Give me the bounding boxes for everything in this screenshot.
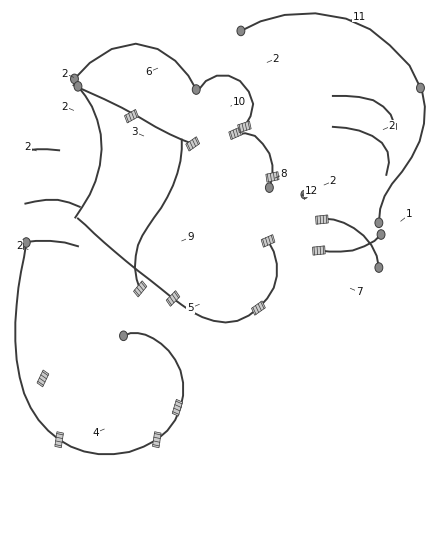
Bar [329, 178, 336, 184]
Circle shape [74, 82, 82, 91]
Bar [61, 103, 68, 110]
FancyBboxPatch shape [55, 432, 64, 448]
Text: 2: 2 [389, 121, 396, 131]
Bar [61, 70, 68, 77]
Text: 5: 5 [187, 303, 194, 313]
FancyBboxPatch shape [238, 121, 251, 133]
Bar [272, 55, 279, 62]
Text: 2: 2 [272, 54, 279, 63]
Text: 2: 2 [16, 241, 23, 251]
Text: 2: 2 [61, 69, 68, 78]
Circle shape [375, 263, 383, 272]
FancyBboxPatch shape [266, 172, 279, 182]
FancyBboxPatch shape [166, 290, 180, 306]
Text: 12: 12 [304, 186, 318, 196]
Text: 1: 1 [406, 209, 413, 219]
FancyBboxPatch shape [261, 235, 275, 247]
Text: 9: 9 [187, 232, 194, 242]
Circle shape [377, 230, 385, 239]
Circle shape [22, 238, 30, 247]
FancyBboxPatch shape [186, 137, 200, 151]
Text: 8: 8 [280, 169, 287, 179]
Circle shape [375, 218, 383, 228]
Text: 2: 2 [329, 176, 336, 186]
Text: 2: 2 [61, 102, 68, 111]
Circle shape [120, 331, 127, 341]
FancyBboxPatch shape [312, 246, 325, 255]
Circle shape [301, 190, 308, 199]
Circle shape [265, 183, 273, 192]
Text: 11: 11 [353, 12, 366, 21]
FancyBboxPatch shape [37, 370, 49, 387]
Circle shape [237, 26, 245, 36]
Text: 3: 3 [131, 127, 138, 137]
FancyBboxPatch shape [124, 109, 138, 123]
FancyBboxPatch shape [134, 281, 147, 297]
Bar [24, 144, 31, 150]
FancyBboxPatch shape [172, 399, 183, 416]
FancyBboxPatch shape [152, 432, 161, 448]
Circle shape [71, 74, 78, 84]
Text: 2: 2 [24, 142, 31, 152]
Bar [16, 243, 23, 249]
FancyBboxPatch shape [229, 127, 243, 140]
Text: 7: 7 [356, 287, 363, 297]
FancyBboxPatch shape [251, 301, 265, 315]
Bar [389, 123, 396, 129]
Circle shape [417, 83, 424, 93]
Text: 4: 4 [92, 428, 99, 438]
Circle shape [192, 85, 200, 94]
Text: 6: 6 [145, 67, 152, 77]
Text: 10: 10 [233, 98, 246, 107]
FancyBboxPatch shape [315, 215, 328, 224]
